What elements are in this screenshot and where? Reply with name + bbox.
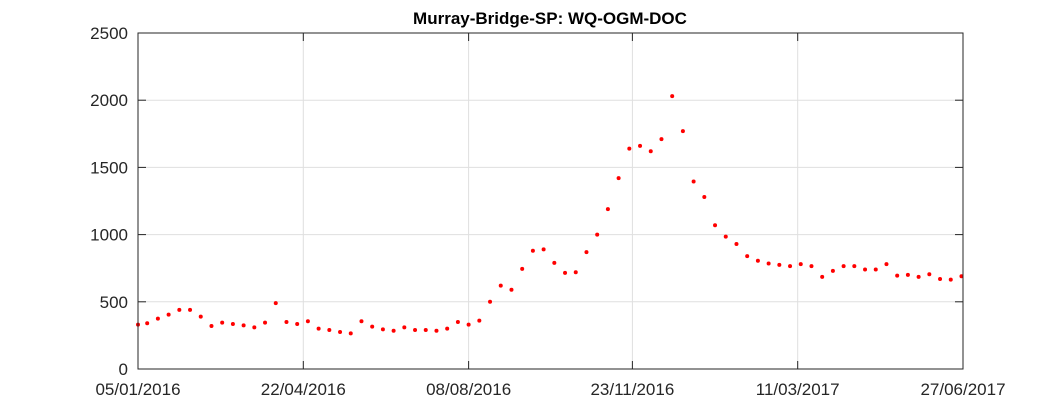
data-point bbox=[605, 207, 610, 212]
data-point bbox=[777, 262, 782, 267]
data-point bbox=[198, 314, 203, 319]
data-point bbox=[788, 264, 793, 269]
data-point bbox=[723, 234, 728, 239]
y-tick-label: 2500 bbox=[90, 24, 128, 43]
x-tick-label: 23/11/2016 bbox=[590, 380, 674, 399]
data-points bbox=[136, 94, 964, 336]
data-point bbox=[177, 307, 182, 312]
data-point bbox=[488, 299, 493, 304]
y-tick-label: 0 bbox=[119, 360, 128, 379]
data-point bbox=[145, 321, 150, 326]
data-point bbox=[391, 328, 396, 333]
data-point bbox=[434, 328, 439, 333]
data-point bbox=[423, 328, 428, 333]
x-tick-label: 22/04/2016 bbox=[261, 380, 346, 399]
data-point bbox=[552, 260, 557, 265]
data-point bbox=[863, 267, 868, 272]
chart-title: Murray-Bridge-SP: WQ-OGM-DOC bbox=[413, 9, 687, 28]
data-point bbox=[188, 307, 193, 312]
data-point bbox=[820, 274, 825, 279]
data-point bbox=[263, 320, 268, 325]
data-point bbox=[252, 325, 257, 330]
x-tick-label: 05/01/2016 bbox=[95, 380, 180, 399]
data-point bbox=[563, 270, 568, 275]
data-point bbox=[455, 319, 460, 324]
data-point bbox=[873, 267, 878, 272]
data-point bbox=[348, 331, 353, 336]
y-tick-label: 500 bbox=[100, 293, 128, 312]
data-point bbox=[241, 323, 246, 328]
data-point bbox=[595, 232, 600, 237]
data-point bbox=[638, 143, 643, 148]
x-tick-label: 08/08/2016 bbox=[426, 380, 511, 399]
data-point bbox=[155, 316, 160, 321]
data-point bbox=[852, 264, 857, 269]
data-point bbox=[670, 94, 675, 99]
data-point bbox=[798, 262, 803, 267]
data-point bbox=[509, 287, 514, 292]
data-point bbox=[648, 149, 653, 154]
data-point bbox=[830, 268, 835, 273]
data-point bbox=[284, 319, 289, 324]
data-point bbox=[370, 324, 375, 329]
data-point bbox=[273, 301, 278, 306]
data-point bbox=[573, 270, 578, 275]
data-point bbox=[734, 242, 739, 247]
data-point bbox=[295, 321, 300, 326]
data-point bbox=[841, 264, 846, 269]
data-point bbox=[530, 248, 535, 253]
plot-frame bbox=[137, 32, 964, 370]
data-point bbox=[680, 129, 685, 134]
data-point bbox=[327, 328, 332, 333]
data-point bbox=[766, 261, 771, 266]
data-point bbox=[166, 312, 171, 317]
data-point bbox=[498, 283, 503, 288]
data-point bbox=[316, 326, 321, 331]
x-tick-label: 11/03/2017 bbox=[756, 380, 840, 399]
data-point bbox=[305, 319, 310, 324]
data-point bbox=[959, 274, 964, 279]
data-point bbox=[359, 319, 364, 324]
data-point bbox=[916, 274, 921, 279]
data-point bbox=[466, 322, 471, 327]
y-tick-label: 1500 bbox=[90, 158, 128, 177]
data-point bbox=[541, 247, 546, 252]
data-point bbox=[702, 194, 707, 199]
data-point bbox=[745, 254, 750, 259]
data-point bbox=[905, 272, 910, 277]
data-point bbox=[209, 323, 214, 328]
y-tick-label: 2000 bbox=[90, 91, 128, 110]
plot-area bbox=[138, 33, 963, 369]
data-point bbox=[938, 276, 943, 281]
data-point bbox=[220, 320, 225, 325]
x-tick-label: 27/06/2017 bbox=[920, 380, 1005, 399]
data-point bbox=[809, 264, 814, 269]
data-point bbox=[230, 321, 235, 326]
data-point bbox=[755, 258, 760, 263]
axis-ticks: 05/01/2016 22/04/2016 08/08/2016 23/11/2016… bbox=[90, 24, 1005, 399]
data-point bbox=[948, 277, 953, 282]
data-point bbox=[884, 262, 889, 267]
data-point bbox=[520, 266, 525, 271]
data-point bbox=[895, 273, 900, 278]
data-point bbox=[445, 326, 450, 331]
data-point bbox=[584, 250, 589, 255]
data-point bbox=[627, 146, 632, 151]
data-point bbox=[413, 328, 418, 333]
data-point bbox=[616, 176, 621, 181]
data-point bbox=[380, 327, 385, 332]
data-point bbox=[691, 179, 696, 184]
y-tick-label: 1000 bbox=[90, 226, 128, 245]
data-point bbox=[659, 137, 664, 142]
data-point bbox=[927, 272, 932, 277]
data-point bbox=[713, 223, 718, 228]
data-point bbox=[477, 318, 482, 323]
data-point bbox=[402, 325, 407, 330]
data-point bbox=[338, 330, 343, 335]
